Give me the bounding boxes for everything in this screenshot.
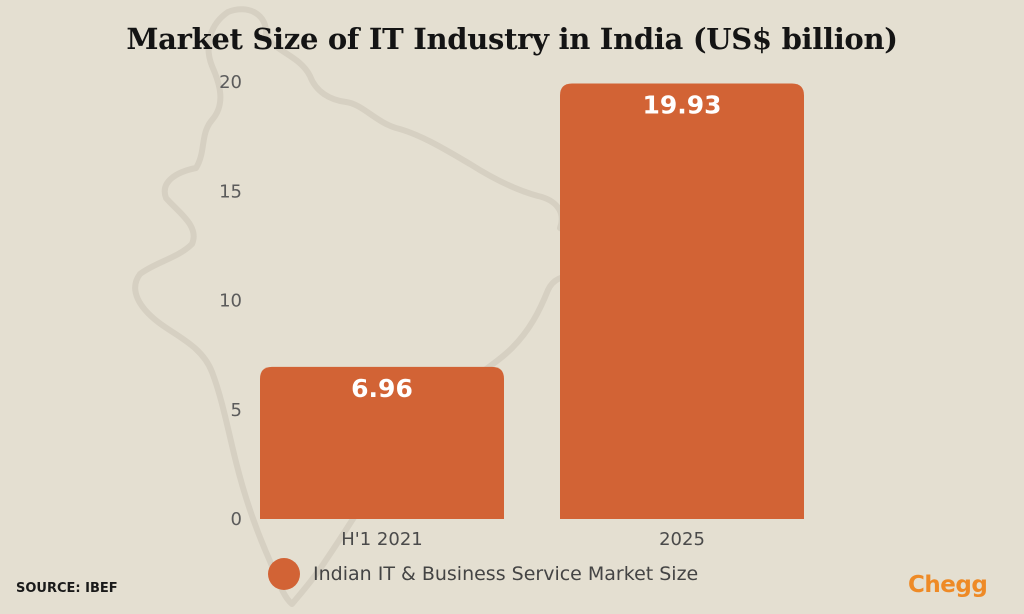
bars-group — [260, 83, 804, 519]
legend: Indian IT & Business Service Market Size — [268, 556, 698, 592]
bar-1 — [560, 83, 804, 519]
x-tick-label-1: 2025 — [659, 529, 705, 550]
data-label-1: 19.93 — [642, 91, 721, 120]
source-note: SOURCE: IBEF — [16, 581, 118, 596]
y-tick-label-0: 0 — [231, 509, 242, 530]
x-axis: H'1 2021 2025 — [341, 529, 705, 550]
chegg-logo: Chegg — [908, 572, 988, 598]
y-tick-label-1: 5 — [231, 400, 242, 421]
y-tick-label-4: 20 — [219, 72, 242, 93]
legend-label: Indian IT & Business Service Market Size — [313, 563, 699, 585]
bar-0 — [260, 366, 504, 519]
chart-title: Market Size of IT Industry in India (US$… — [126, 22, 898, 56]
data-label-0: 6.96 — [351, 374, 413, 403]
legend-swatch — [268, 558, 300, 590]
y-tick-label-3: 15 — [219, 181, 242, 202]
y-tick-label-2: 10 — [219, 291, 242, 312]
data-labels-group: 6.96 19.93 — [351, 91, 721, 403]
y-axis: 0 5 10 15 20 — [219, 72, 242, 530]
x-tick-label-0: H'1 2021 — [341, 529, 422, 550]
